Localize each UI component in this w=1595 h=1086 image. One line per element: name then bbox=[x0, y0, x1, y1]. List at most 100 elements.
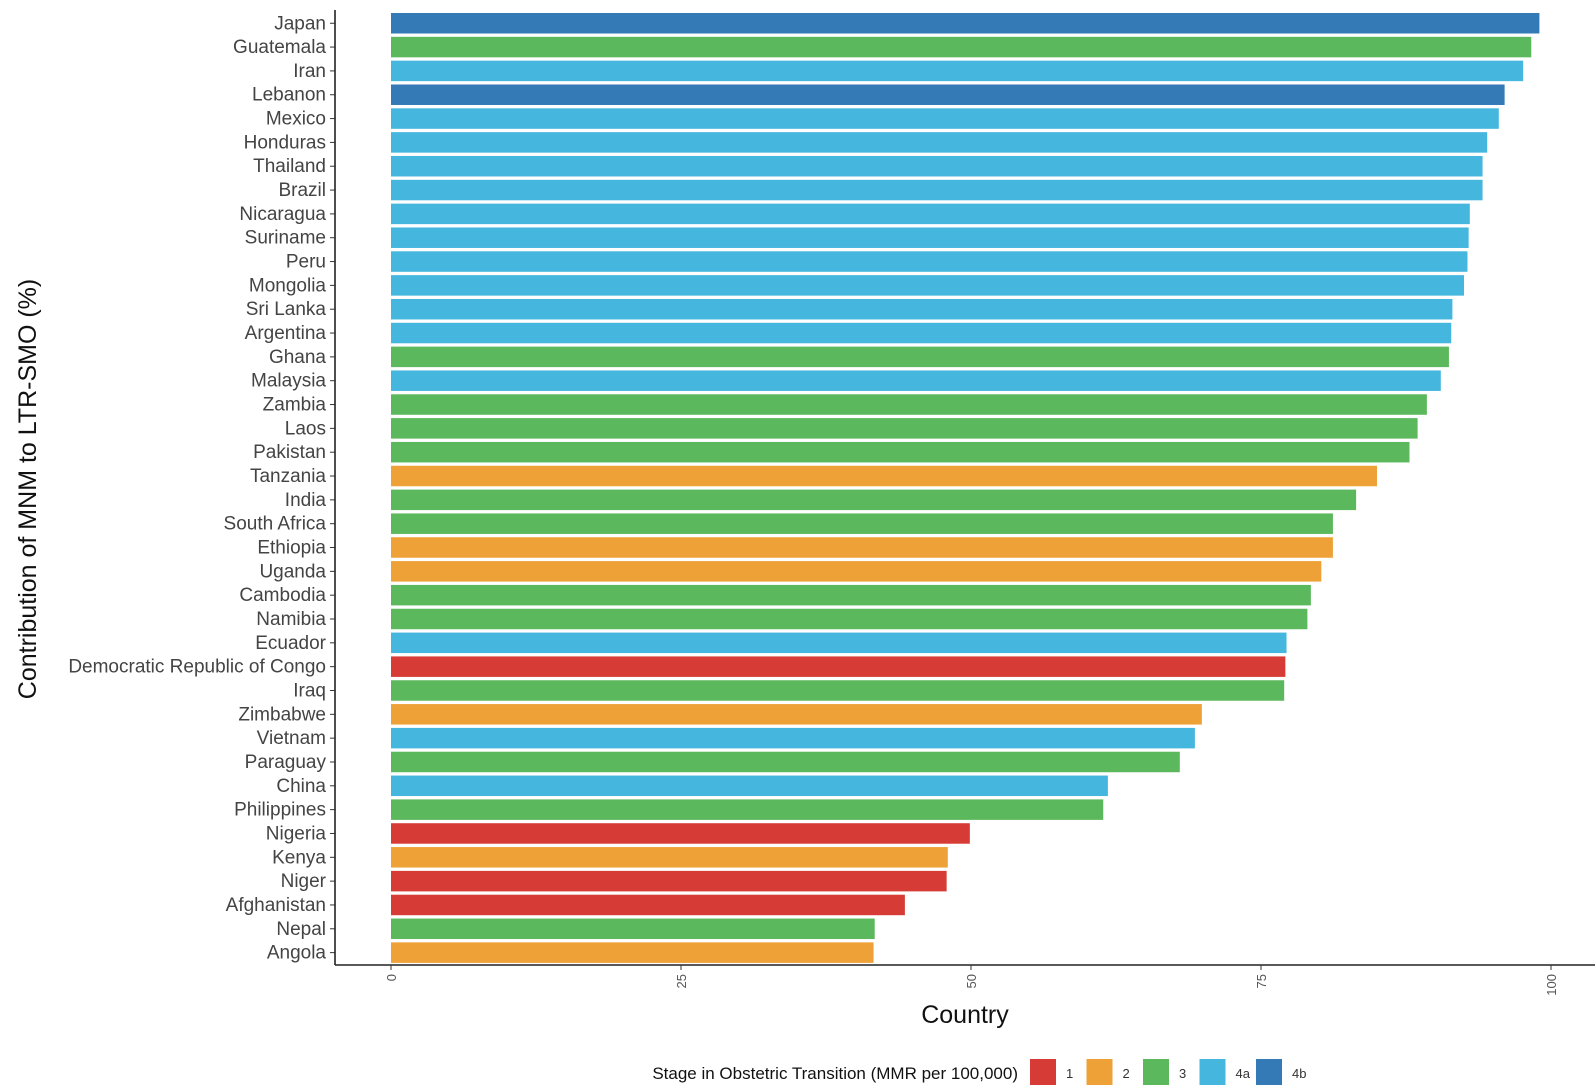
category-label: Zimbabwe bbox=[238, 704, 326, 725]
bars-group bbox=[391, 13, 1540, 963]
category-label: Laos bbox=[285, 418, 326, 439]
category-label: Philippines bbox=[234, 800, 326, 821]
category-label: Nicaragua bbox=[239, 204, 326, 225]
x-ticks: 0 25 50 75 100 bbox=[384, 965, 1559, 996]
bar-south-africa bbox=[391, 513, 1333, 534]
category-label: Vietnam bbox=[257, 728, 326, 749]
category-label: Peru bbox=[286, 252, 326, 273]
category-label: Namibia bbox=[256, 609, 326, 630]
category-label: Iraq bbox=[293, 680, 326, 701]
bar-honduras bbox=[391, 132, 1488, 153]
legend-swatch-2 bbox=[1086, 1059, 1113, 1085]
bar-nicaragua bbox=[391, 203, 1470, 225]
bar-cambodia bbox=[391, 584, 1311, 606]
category-label: Thailand bbox=[253, 156, 326, 177]
legend-label-2: 2 bbox=[1123, 1066, 1130, 1081]
bar-peru bbox=[391, 251, 1468, 272]
bar-tanzania bbox=[391, 465, 1377, 487]
category-label: Pakistan bbox=[253, 442, 326, 463]
bar-zimbabwe bbox=[391, 704, 1202, 725]
category-label: Democratic Republic of Congo bbox=[68, 657, 326, 678]
category-label: Nepal bbox=[276, 919, 326, 940]
category-label: Tanzania bbox=[250, 466, 326, 487]
x-tick-label: 25 bbox=[674, 974, 689, 988]
bar-ecuador bbox=[391, 632, 1287, 654]
category-label: Iran bbox=[293, 61, 326, 82]
bar-suriname bbox=[391, 227, 1469, 248]
category-label: Niger bbox=[281, 871, 327, 892]
x-tick-label: 0 bbox=[384, 974, 399, 981]
category-label: Paraguay bbox=[245, 752, 327, 773]
bar-mongolia bbox=[391, 275, 1464, 296]
legend-label-4b: 4b bbox=[1292, 1066, 1306, 1081]
bar-thailand bbox=[391, 155, 1483, 177]
category-label: Ghana bbox=[269, 347, 326, 368]
bar-china bbox=[391, 775, 1108, 797]
category-label: Angola bbox=[267, 943, 327, 964]
bar-laos bbox=[391, 418, 1418, 439]
bar-uganda bbox=[391, 561, 1322, 582]
category-label: Cambodia bbox=[239, 585, 326, 606]
category-label: Suriname bbox=[245, 228, 326, 249]
bar-india bbox=[391, 489, 1357, 511]
bar-argentina bbox=[391, 322, 1452, 344]
bar-paraguay bbox=[391, 751, 1180, 773]
legend-label-4a: 4a bbox=[1236, 1066, 1251, 1081]
bar-angola bbox=[391, 942, 874, 963]
category-label: Sri Lanka bbox=[246, 299, 327, 320]
category-label: Mexico bbox=[266, 109, 326, 130]
bar-japan bbox=[391, 13, 1540, 34]
bar-democratic-republic-of-congo bbox=[391, 656, 1286, 677]
bar-iraq bbox=[391, 680, 1285, 701]
bar-namibia bbox=[391, 608, 1308, 630]
legend-label-1: 1 bbox=[1066, 1066, 1073, 1081]
category-label: Lebanon bbox=[252, 85, 326, 106]
bar-ethiopia bbox=[391, 537, 1333, 558]
bar-afghanistan bbox=[391, 894, 905, 916]
category-label: Guatemala bbox=[233, 37, 326, 58]
bar-sri-lanka bbox=[391, 298, 1453, 320]
legend-swatch-3 bbox=[1143, 1059, 1169, 1085]
category-label: Afghanistan bbox=[226, 895, 326, 916]
category-label: Ecuador bbox=[255, 633, 326, 654]
y-axis-title: Contribution of MNM to LTR-SMO (%) bbox=[14, 279, 42, 699]
category-label: India bbox=[285, 490, 327, 511]
category-label: Argentina bbox=[245, 323, 327, 344]
legend-swatch-4b bbox=[1256, 1059, 1282, 1085]
bar-lebanon bbox=[391, 84, 1505, 105]
category-label: Nigeria bbox=[266, 823, 327, 844]
category-label: Zambia bbox=[263, 395, 327, 416]
legend-title: Stage in Obstetric Transition (MMR per 1… bbox=[652, 1064, 1018, 1083]
x-axis-title: Country bbox=[921, 1001, 1009, 1029]
bar-mexico bbox=[391, 108, 1499, 129]
bar-philippines bbox=[391, 799, 1104, 820]
x-tick-label: 50 bbox=[964, 974, 979, 988]
bar-zambia bbox=[391, 394, 1427, 415]
legend: Stage in Obstetric Transition (MMR per 1… bbox=[652, 1059, 1306, 1085]
category-label: Mongolia bbox=[249, 275, 327, 296]
legend-items: 1 2 3 4a 4b bbox=[1030, 1059, 1306, 1085]
category-label: Malaysia bbox=[251, 371, 326, 392]
category-label: South Africa bbox=[224, 514, 327, 535]
bar-ghana bbox=[391, 346, 1449, 368]
legend-swatch-4a bbox=[1199, 1059, 1226, 1085]
bar-vietnam bbox=[391, 727, 1195, 749]
bar-kenya bbox=[391, 847, 948, 868]
legend-swatch-1 bbox=[1030, 1059, 1056, 1085]
bar-brazil bbox=[391, 179, 1483, 201]
category-label: Uganda bbox=[259, 561, 326, 582]
bar-nigeria bbox=[391, 823, 970, 844]
bar-nepal bbox=[391, 918, 875, 940]
legend-label-3: 3 bbox=[1179, 1066, 1186, 1081]
bar-malaysia bbox=[391, 370, 1441, 391]
category-label: Japan bbox=[274, 13, 326, 34]
bar-iran bbox=[391, 60, 1524, 82]
category-label: Ethiopia bbox=[257, 538, 326, 559]
x-tick-label: 75 bbox=[1254, 974, 1269, 988]
x-tick-label: 100 bbox=[1544, 974, 1559, 996]
bar-guatemala bbox=[391, 36, 1532, 58]
category-label: Kenya bbox=[272, 847, 326, 868]
category-label: Brazil bbox=[278, 180, 326, 201]
